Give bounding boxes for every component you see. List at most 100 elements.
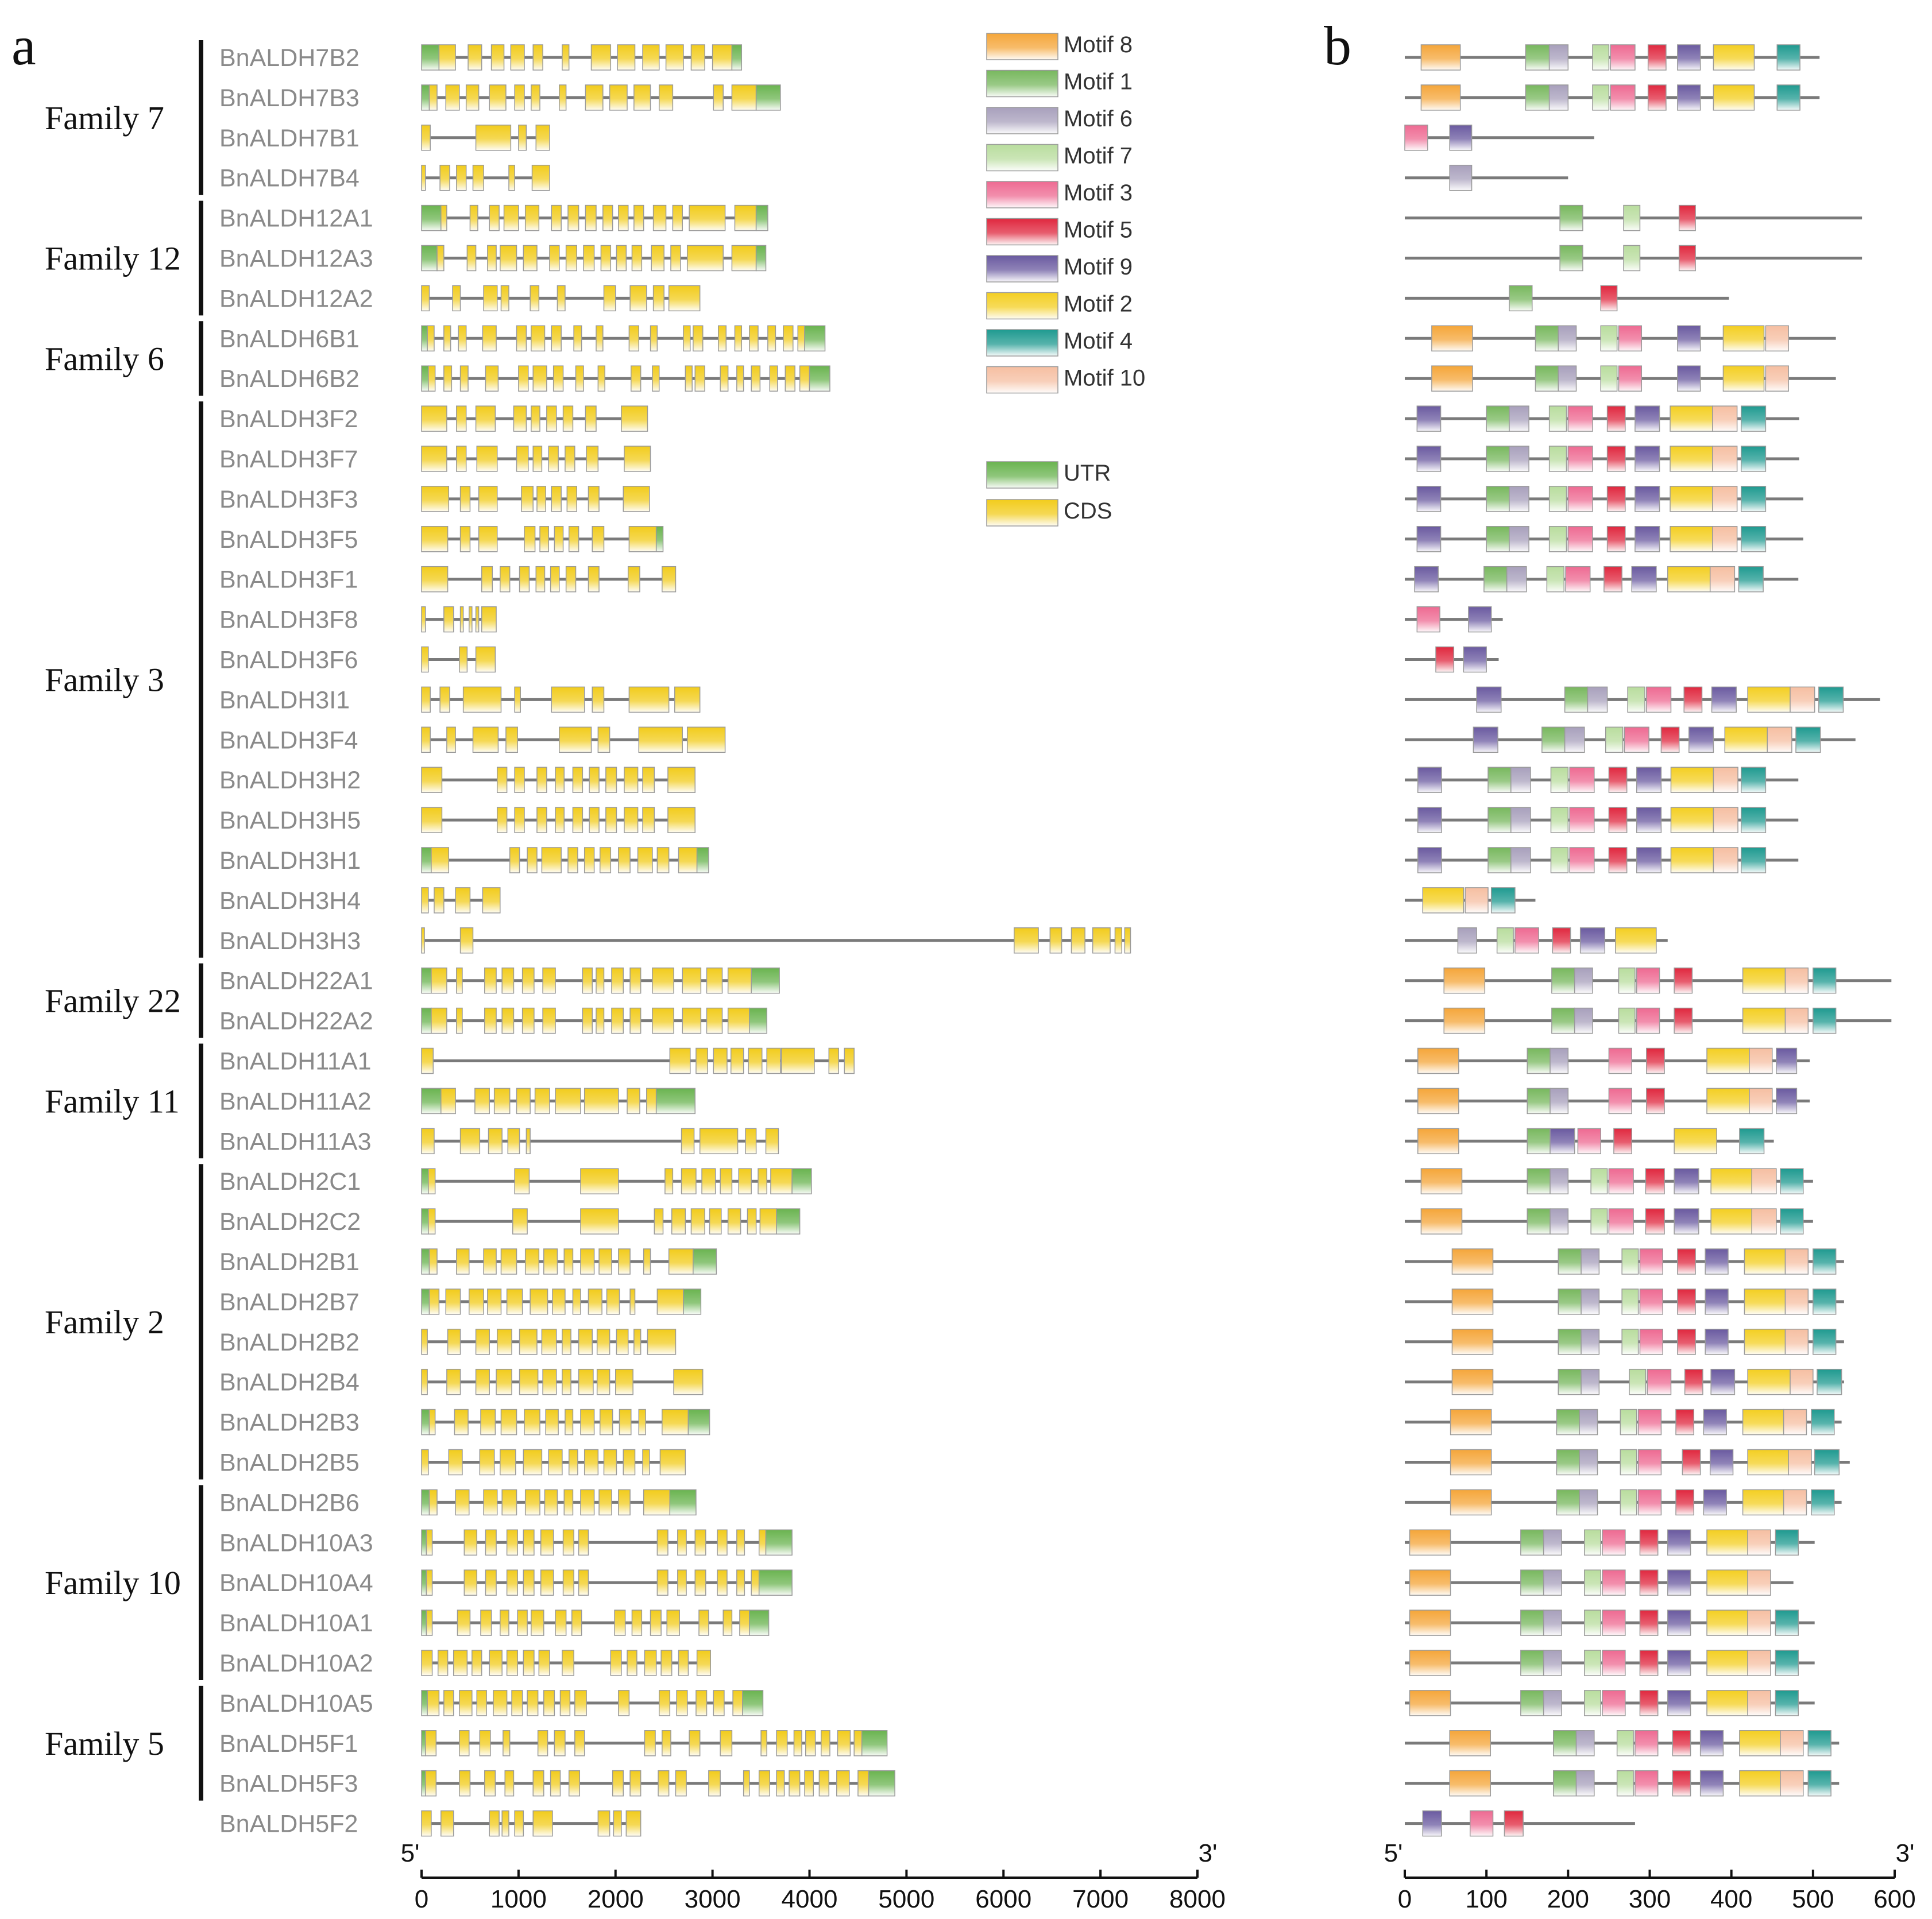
motif-9-box <box>1635 446 1660 472</box>
cds-box <box>484 1770 496 1797</box>
cds-box <box>578 1329 593 1355</box>
gene-row: BnALDH12A1 <box>219 205 768 233</box>
cds-box <box>821 1730 830 1756</box>
motif-7-box <box>1584 1610 1601 1636</box>
motif-2-box <box>1747 1368 1791 1395</box>
cds-box <box>421 405 447 432</box>
cds-box <box>670 245 681 272</box>
motif-4-box <box>1740 526 1767 552</box>
gene-name: BnALDH3F1 <box>219 566 358 594</box>
cds-box <box>500 1409 517 1436</box>
family-group: Family 11 <box>45 1043 203 1159</box>
cds-box <box>421 1047 434 1074</box>
protein-row <box>1405 285 1729 312</box>
cds-box <box>455 887 471 914</box>
cds-box <box>572 767 584 793</box>
motif-9-box <box>1674 1208 1699 1235</box>
cds-box <box>621 405 648 432</box>
motif-6-box <box>1509 486 1529 512</box>
cds-box <box>572 1289 581 1315</box>
motif-9-box <box>1699 1770 1724 1797</box>
cds-box <box>475 125 512 151</box>
motif-2-box <box>1739 1730 1781 1756</box>
cds-box <box>562 1329 571 1355</box>
motif-1-box <box>1551 1007 1575 1034</box>
motif-6-box <box>1579 1409 1598 1436</box>
motif-9-box <box>1677 44 1701 71</box>
motif-2-box <box>1615 927 1657 954</box>
cds-box <box>441 1810 454 1837</box>
gene-name: BnALDH12A1 <box>219 205 373 233</box>
cds-box <box>517 1610 528 1636</box>
cds-box <box>588 486 600 512</box>
cds-box <box>671 1208 686 1235</box>
cds-box <box>483 1489 498 1516</box>
cds-box <box>545 1409 559 1436</box>
cds-box <box>695 1047 708 1074</box>
motif-9-box <box>1416 526 1442 552</box>
motif-7-box <box>1620 1409 1637 1436</box>
cds-box <box>727 1208 741 1235</box>
motif-8-box <box>1417 1088 1459 1115</box>
cds-box <box>629 285 647 312</box>
legend-label: CDS <box>1064 498 1112 524</box>
motif-5-box <box>1603 566 1622 593</box>
cds-box <box>421 125 431 151</box>
cds-box <box>541 847 562 873</box>
cds-box <box>568 1449 578 1476</box>
cds-box <box>505 726 518 753</box>
motif-3-box <box>1637 1409 1662 1436</box>
cds-box <box>718 325 727 352</box>
motif-1-box <box>1520 1529 1544 1556</box>
cds-box <box>476 446 498 472</box>
cds-box <box>456 1248 470 1275</box>
cds-box <box>658 84 674 111</box>
gene-name: BnALDH2B1 <box>219 1248 360 1276</box>
cds-box <box>524 204 540 231</box>
motif-10-box <box>1712 405 1738 432</box>
cds-box <box>523 1569 535 1596</box>
motif-6-box <box>1506 566 1527 593</box>
cds-box <box>463 1529 478 1556</box>
cds-box <box>459 1730 470 1756</box>
cds-box <box>585 204 597 231</box>
x-axis-protein-length: 0 100 200 300 400 500 600 5' 3' <box>1384 1839 1916 1913</box>
motif-1-box <box>1527 1168 1551 1194</box>
gene-name: BnALDH2B5 <box>219 1449 360 1477</box>
protein-row <box>1405 1047 1810 1074</box>
motif-9-box <box>1667 1690 1691 1716</box>
cds-box <box>624 807 639 833</box>
motif-7-box <box>1584 1529 1601 1556</box>
motif-2-box <box>1670 526 1713 552</box>
cds-box <box>818 1770 830 1797</box>
cds-box <box>456 405 467 432</box>
protein-row <box>1405 1208 1813 1235</box>
cds-box <box>524 1409 540 1436</box>
legend-item: Motif 5 <box>986 218 1133 246</box>
family-label: Family 3 <box>45 661 164 698</box>
protein-row <box>1405 726 1856 753</box>
family-groups: Family 7 Family 12 Family 6 Family 3 Family … <box>45 40 203 1801</box>
motif-6-box <box>1543 1650 1562 1676</box>
motif-2-box <box>1710 1168 1752 1194</box>
cds-box <box>678 847 698 873</box>
gene-row: BnALDH10A3 <box>219 1529 793 1557</box>
cds-box <box>627 1650 637 1676</box>
gene-name: BnALDH2B3 <box>219 1409 360 1437</box>
cds-box <box>466 245 477 272</box>
family-group: Family 6 <box>45 321 203 396</box>
motif-6-box <box>1509 446 1529 472</box>
cds-box <box>524 1489 540 1516</box>
cds-box <box>656 1289 684 1315</box>
protein-row <box>1405 686 1880 713</box>
protein-row <box>1405 1690 1815 1716</box>
gene-name: BnALDH3H2 <box>219 767 361 794</box>
motif-4-box <box>1738 566 1764 593</box>
cds-box <box>472 726 499 753</box>
cds-box <box>481 606 497 633</box>
motif-3-box <box>1618 365 1643 392</box>
motif-3-box <box>1635 1730 1659 1756</box>
gene-row: BnALDH2B7 <box>219 1289 702 1316</box>
motif-7-box <box>1618 1007 1636 1034</box>
cds-box <box>727 1007 750 1034</box>
